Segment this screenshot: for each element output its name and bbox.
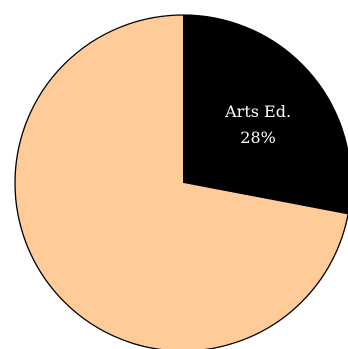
pie-slices bbox=[15, 15, 348, 349]
pie-labels: Arts Ed. 28% bbox=[224, 102, 291, 147]
pie-slice-other bbox=[15, 15, 348, 349]
pie-outline bbox=[14, 14, 348, 349]
slice-label: Arts Ed. bbox=[224, 102, 291, 121]
slice-value-label: 28% bbox=[240, 128, 276, 147]
pie-slice-arts-ed bbox=[183, 15, 348, 215]
